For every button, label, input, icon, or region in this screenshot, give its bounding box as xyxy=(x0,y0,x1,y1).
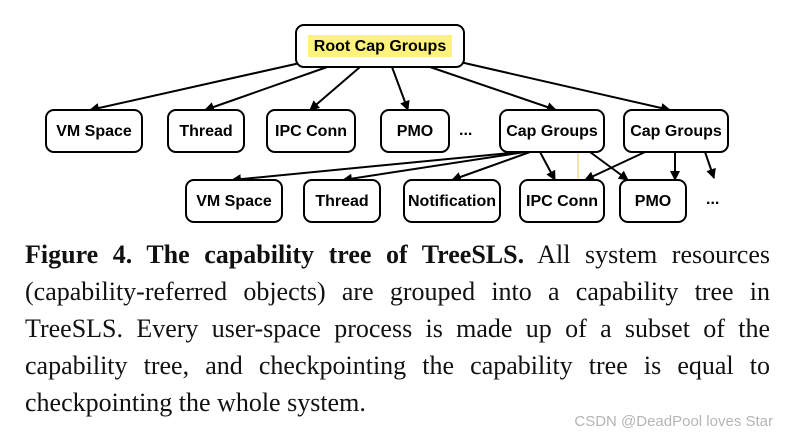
node-box xyxy=(403,179,501,223)
node-l2-thread: Thread xyxy=(303,179,381,223)
node-label: Cap Groups xyxy=(630,123,722,140)
edge-root-to-l1-capA xyxy=(429,66,557,112)
node-box xyxy=(266,109,356,153)
node-box xyxy=(380,109,450,153)
caption-heading: Figure 4. The capability tree of TreeSLS… xyxy=(25,240,525,269)
node-l1-pmo: PMO xyxy=(380,109,450,153)
caption-body: All system resources (capability-referre… xyxy=(25,240,770,417)
node-box xyxy=(619,179,687,223)
edge-l1-capA-to-l2-thread xyxy=(342,151,526,184)
edge-l1-capA-to-l2-vm xyxy=(231,151,521,185)
node-l1-ipc: IPC Conn xyxy=(266,109,356,153)
node-label: VM Space xyxy=(56,123,132,140)
node-label: Notification xyxy=(408,193,496,210)
edge-l1-capA-to-l2-notif xyxy=(451,151,531,182)
edge-l1-capA-to-l2-pmo xyxy=(589,151,629,181)
edge-root-to-l1-pmo xyxy=(391,66,410,111)
node-label: PMO xyxy=(397,123,433,140)
node-l1-capA: Cap Groups xyxy=(499,109,605,153)
node-label: IPC Conn xyxy=(275,123,347,140)
node-root: Root Cap Groups xyxy=(295,24,465,68)
node-l2-pmo: PMO xyxy=(619,179,687,223)
node-l2-vm: VM Space xyxy=(185,179,283,223)
node-box xyxy=(167,109,245,153)
figure-caption: Figure 4. The capability tree of TreeSLS… xyxy=(25,236,770,421)
node-box xyxy=(45,109,143,153)
nodes: Root Cap Groups VM Space Thread IPC Conn PMO… xyxy=(45,24,729,223)
node-label: PMO xyxy=(635,193,671,210)
watermark: CSDN @DeadPool loves Star xyxy=(574,413,773,430)
node-label: Thread xyxy=(315,193,368,210)
level1-ellipsis: ... xyxy=(459,122,472,139)
node-box xyxy=(623,109,729,153)
edge-l1-capA-to-l2-ipc xyxy=(539,151,556,181)
edge-root-to-l1-vm xyxy=(89,62,301,113)
node-label: Thread xyxy=(179,123,232,140)
node-l2-ipc: IPC Conn xyxy=(519,179,605,223)
node-label: Cap Groups xyxy=(506,123,598,140)
node-box xyxy=(499,109,605,153)
node-box xyxy=(185,179,283,223)
edge-root-to-l1-ipc xyxy=(309,66,361,111)
edge-root-to-l1-capB xyxy=(459,61,671,113)
level2-ellipsis: ... xyxy=(706,191,719,208)
node-box xyxy=(303,179,381,223)
node-l2-notif: Notification xyxy=(403,179,501,223)
node-label: Root Cap Groups xyxy=(314,38,447,55)
edge-root-to-l1-thread xyxy=(204,65,331,112)
capability-tree-diagram: Root Cap Groups VM Space Thread IPC Conn PMO… xyxy=(45,24,729,223)
edge-capB-more-0 xyxy=(704,151,716,179)
node-l1-capB: Cap Groups xyxy=(623,109,729,153)
edge-l1-capB-to-l2-ipc xyxy=(584,151,646,181)
node-box xyxy=(519,179,605,223)
edges xyxy=(89,61,716,185)
node-l1-thread: Thread xyxy=(167,109,245,153)
node-label: IPC Conn xyxy=(526,193,598,210)
node-l1-vm: VM Space xyxy=(45,109,143,153)
root-label-highlight xyxy=(308,35,452,57)
node-label: VM Space xyxy=(196,193,272,210)
